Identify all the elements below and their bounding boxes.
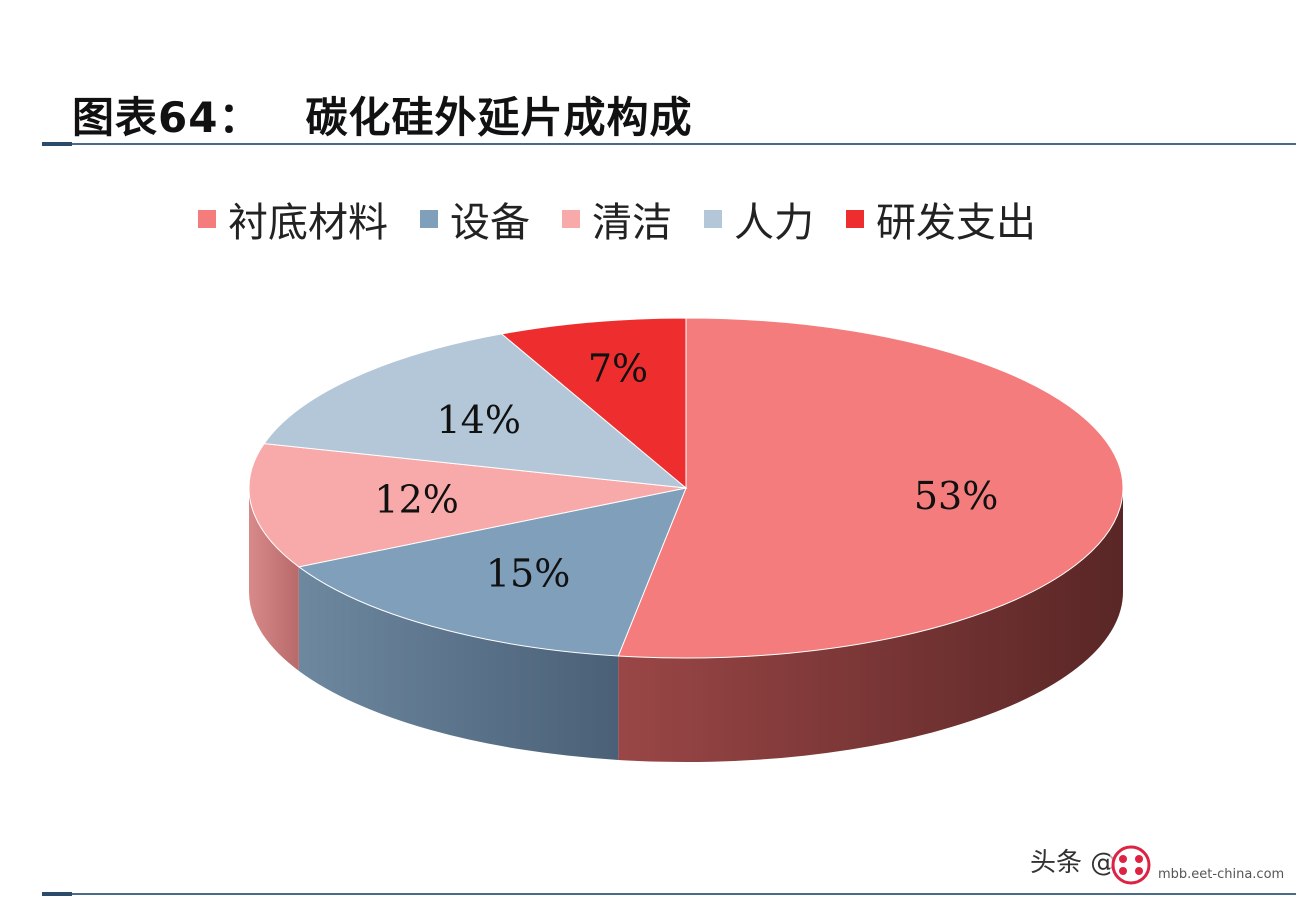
legend-swatch-cleaning <box>562 210 580 228</box>
legend-swatch-rnd <box>846 210 864 228</box>
pie-slice-cleaning <box>248 443 687 568</box>
slice-label-rnd: 7% <box>588 346 648 390</box>
pie-labels: 53% 15% 12% 14% 7% <box>374 346 998 595</box>
legend-item-equipment: 设备 <box>420 190 530 248</box>
pie-slice-equipment <box>297 487 687 657</box>
watermark-badge: mbb.eet-china.com <box>1110 840 1296 890</box>
legend-label-labor: 人力 <box>734 200 814 246</box>
legend-item-cleaning: 清洁 <box>562 190 672 248</box>
legend-swatch-substrate <box>198 210 216 228</box>
chart-legend: 衬底材料 设备 清洁 人力 研发支出 <box>198 190 1068 248</box>
legend-label-rnd: 研发支出 <box>876 200 1036 246</box>
figure-title: 图表64： 碳化硅外延片成构成 <box>72 84 692 145</box>
slice-label-equipment: 15% <box>486 552 570 596</box>
pie-side-cleaning <box>249 488 299 671</box>
legend-swatch-equipment <box>420 210 438 228</box>
pie-slice-rnd <box>500 317 687 490</box>
slice-label-cleaning: 12% <box>374 477 458 521</box>
legend-item-labor: 人力 <box>704 190 814 248</box>
figure-title-text: 碳化硅外延片成构成 <box>305 93 693 142</box>
legend-item-substrate: 衬底材料 <box>198 190 388 248</box>
legend-label-substrate: 衬底材料 <box>228 200 388 246</box>
network-logo-icon <box>1111 845 1151 885</box>
legend-item-rnd: 研发支出 <box>846 190 1036 248</box>
slice-label-labor: 14% <box>437 398 521 442</box>
figure-number: 图表64： <box>72 93 262 142</box>
pie-side-substrate <box>618 488 1123 763</box>
pie-side-equipment <box>298 566 619 760</box>
legend-label-cleaning: 清洁 <box>592 200 672 246</box>
watermark-text: 头条 @ <box>1030 848 1117 878</box>
pie-slice-labor <box>263 333 688 489</box>
legend-swatch-labor <box>704 210 722 228</box>
pie-sides <box>249 488 1123 763</box>
watermark-badge-text: mbb.eet-china.com <box>1158 866 1285 882</box>
pie-slice-substrate <box>617 317 1124 659</box>
footer-rule <box>42 892 1296 896</box>
pie-tops <box>248 317 1124 659</box>
legend-label-equipment: 设备 <box>450 200 530 246</box>
header-rule <box>42 142 1296 146</box>
slice-label-substrate: 53% <box>914 474 998 518</box>
